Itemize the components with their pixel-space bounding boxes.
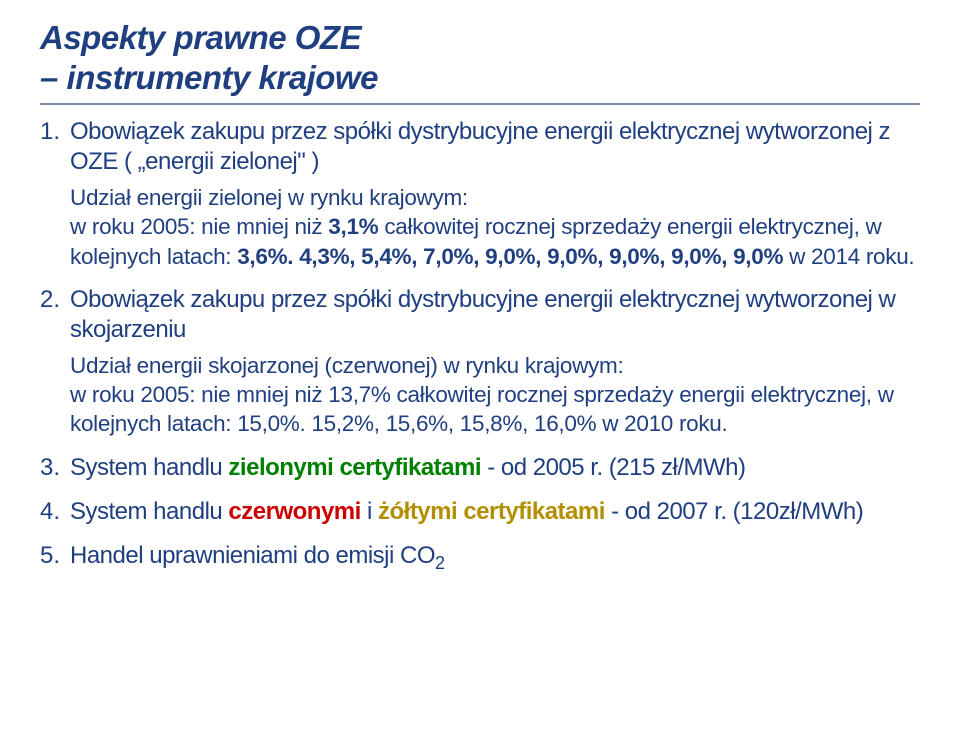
- item-sub: Udział energii skojarzonej (czerwonej) w…: [70, 351, 920, 439]
- list-item-4: 4. System handlu czerwonymi i żółtymi ce…: [40, 497, 920, 527]
- red-text: czerwonymi: [228, 498, 360, 525]
- item-text: Obowiązek zakupu przez spółki dystrybucy…: [70, 117, 920, 177]
- item-sub: Udział energii zielonej w rynku krajowym…: [70, 183, 920, 271]
- sub-detail: w roku 2005: nie mniej niż 3,1% całkowit…: [70, 212, 920, 271]
- subscript: 2: [435, 552, 445, 572]
- title-line-1: Aspekty prawne OZE: [40, 19, 361, 56]
- item-text: Handel uprawnieniami do emisji CO2: [70, 541, 445, 574]
- item-number: 2.: [40, 285, 70, 315]
- sub-lead: Udział energii skojarzonej (czerwonej) w…: [70, 351, 920, 380]
- item-number: 5.: [40, 541, 70, 571]
- item-text: System handlu zielonymi certyfikatami - …: [70, 453, 745, 483]
- title-rule: [40, 103, 920, 105]
- list-item-5: 5. Handel uprawnieniami do emisji CO2: [40, 541, 920, 574]
- item-text: System handlu czerwonymi i żółtymi certy…: [70, 497, 863, 527]
- body-list: 1. Obowiązek zakupu przez spółki dystryb…: [40, 117, 920, 574]
- sub-lead: Udział energii zielonej w rynku krajowym…: [70, 183, 920, 212]
- item-number: 4.: [40, 497, 70, 527]
- yellow-text: żółtymi certyfikatami: [378, 498, 605, 525]
- slide-title: Aspekty prawne OZE – instrumenty krajowe: [40, 18, 920, 97]
- item-number: 3.: [40, 453, 70, 483]
- title-line-2: – instrumenty krajowe: [40, 59, 378, 96]
- item-number: 1.: [40, 117, 70, 147]
- list-item-2: 2. Obowiązek zakupu przez spółki dystryb…: [40, 285, 920, 439]
- sub-detail: w roku 2005: nie mniej niż 13,7% całkowi…: [70, 380, 920, 439]
- green-text: zielonymi certyfikatami: [228, 454, 481, 481]
- slide: Aspekty prawne OZE – instrumenty krajowe…: [0, 0, 960, 598]
- list-item-1: 1. Obowiązek zakupu przez spółki dystryb…: [40, 117, 920, 271]
- list-item-3: 3. System handlu zielonymi certyfikatami…: [40, 453, 920, 483]
- item-text: Obowiązek zakupu przez spółki dystrybucy…: [70, 285, 920, 345]
